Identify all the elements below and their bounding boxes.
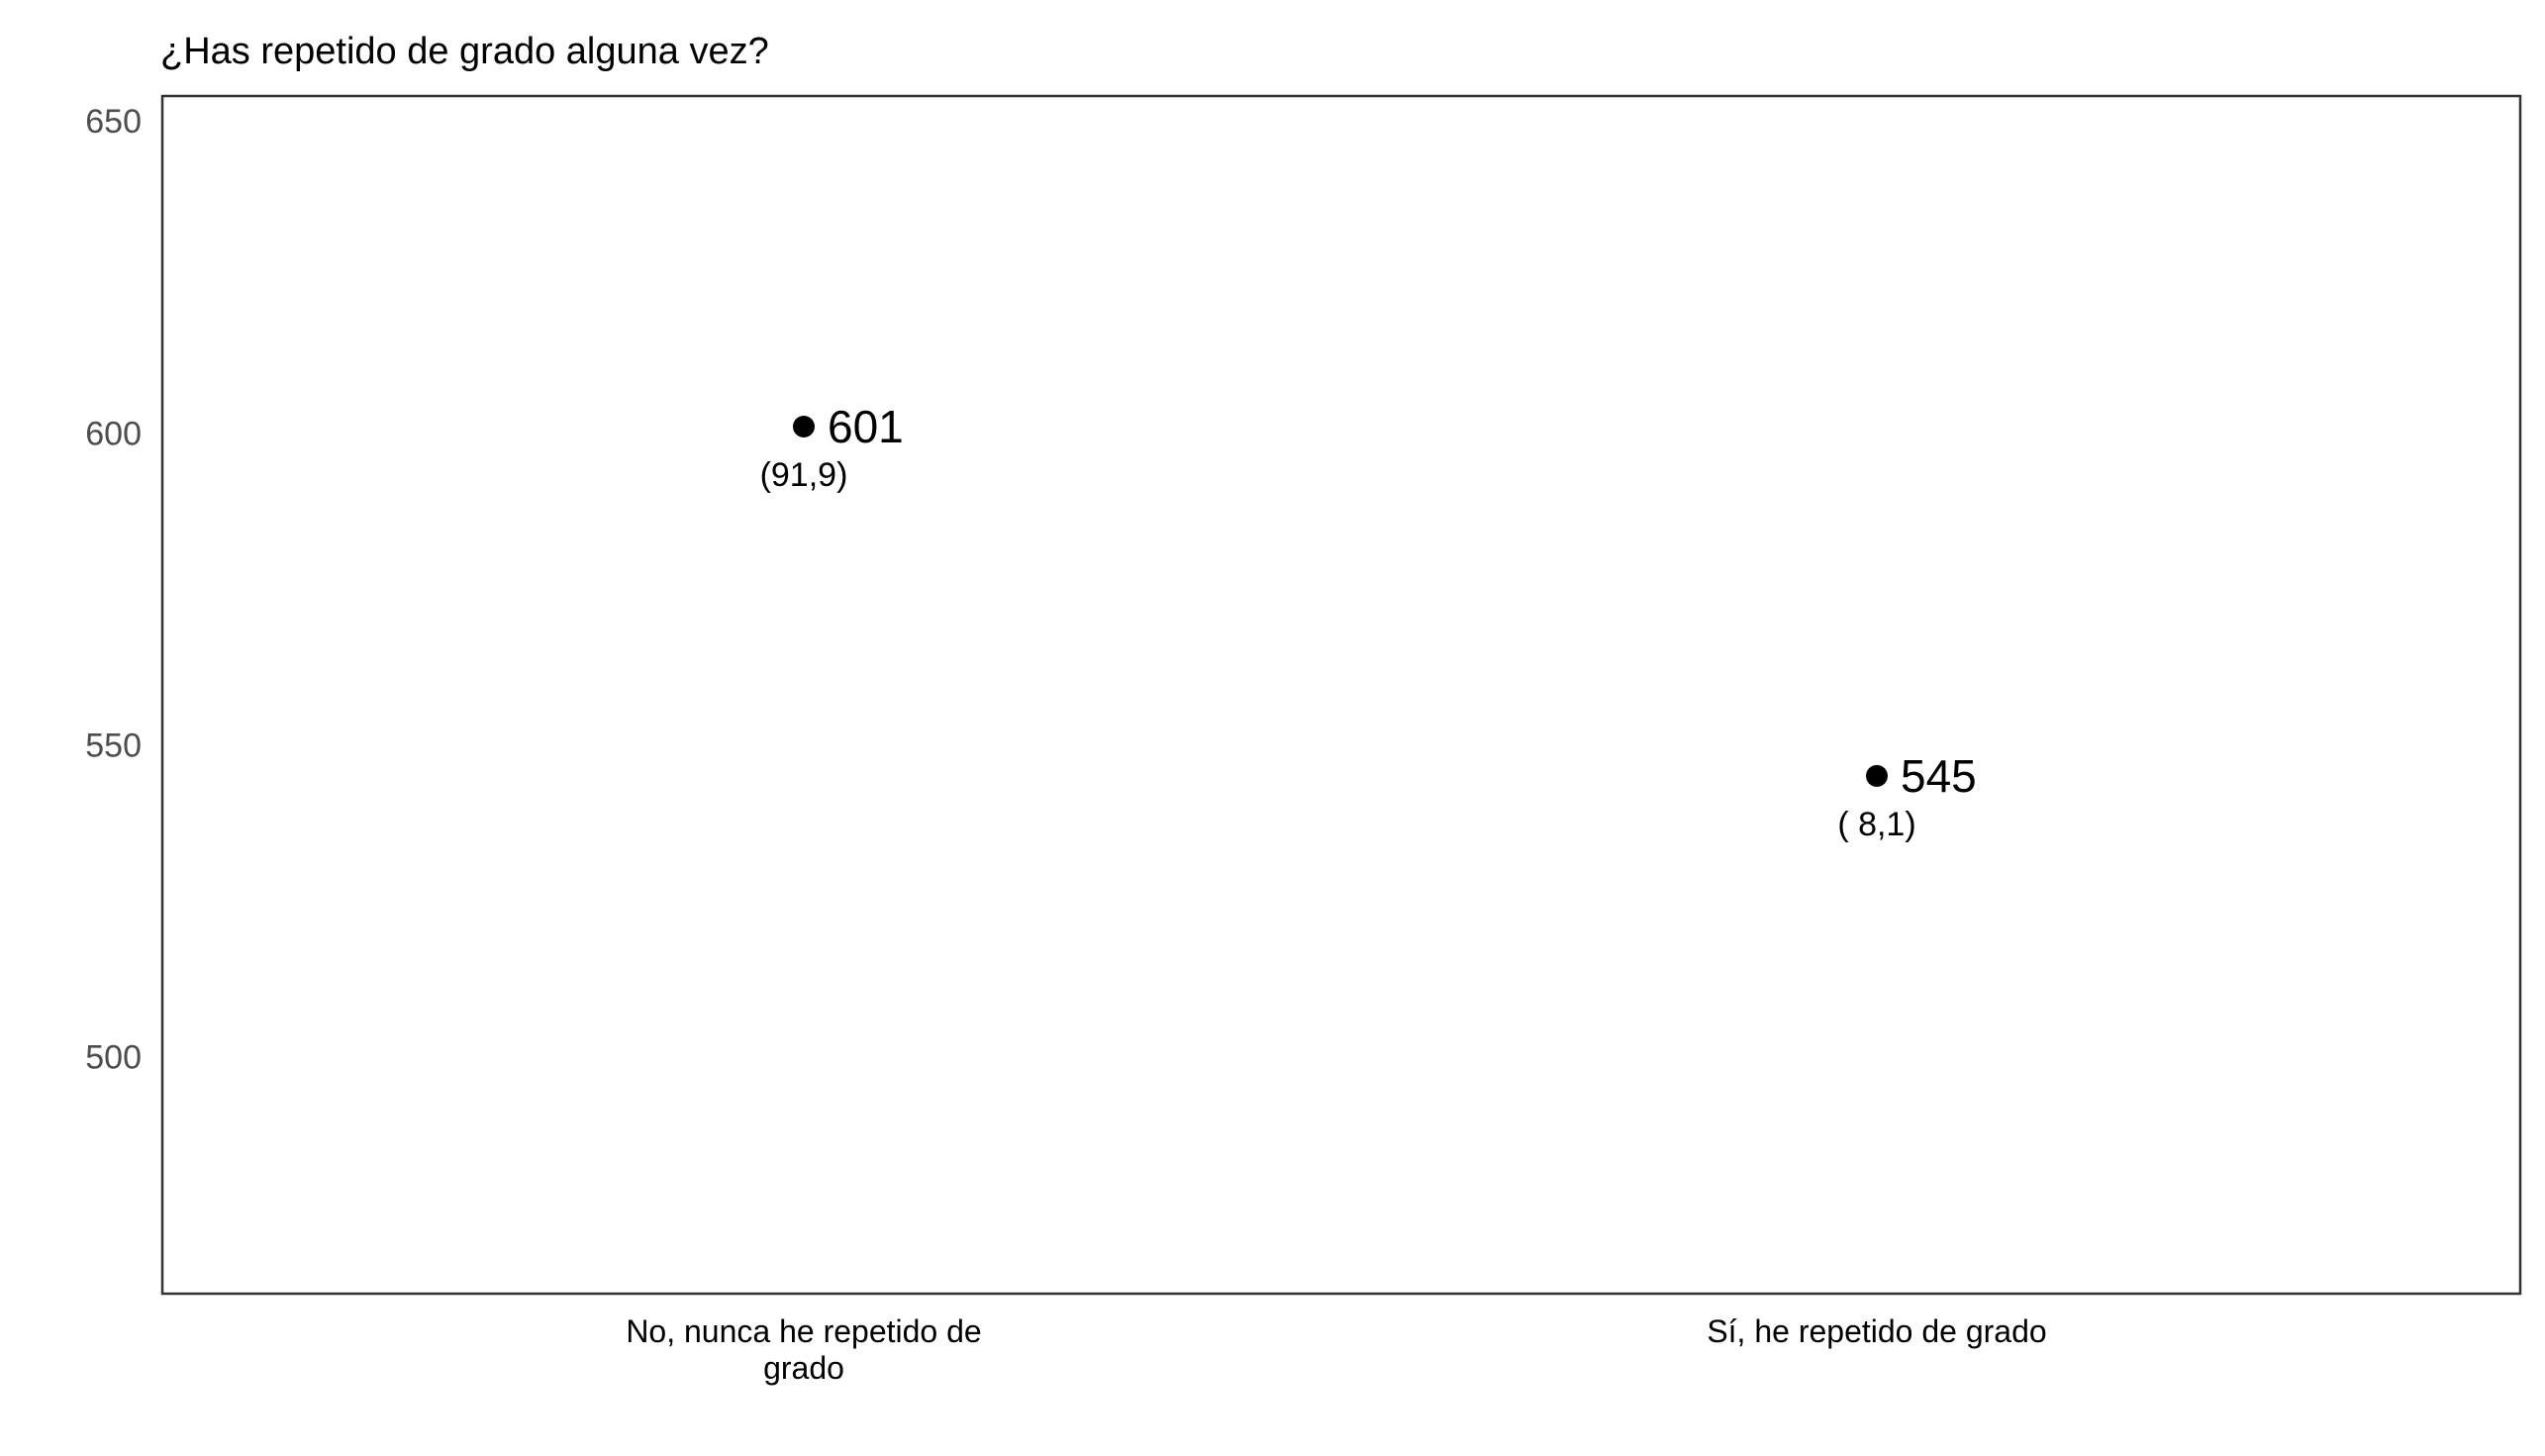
percent-label: ( 8,1) bbox=[1837, 806, 1915, 843]
y-tick-label: 600 bbox=[85, 415, 142, 452]
y-tick-label: 650 bbox=[85, 103, 142, 141]
y-tick-label: 550 bbox=[85, 727, 142, 764]
y-axis: 500 550 600 650 bbox=[85, 103, 142, 1076]
x-tick-label: No, nunca he repetido de bbox=[626, 1313, 981, 1349]
data-point bbox=[1866, 764, 1888, 787]
data-points: 601 (91,9) 545 ( 8,1) bbox=[760, 401, 1977, 843]
value-label: 601 bbox=[828, 401, 904, 452]
value-label: 545 bbox=[1901, 750, 1977, 802]
plot-frame bbox=[160, 94, 2522, 1296]
x-tick-label: grado bbox=[763, 1350, 844, 1386]
data-point bbox=[793, 416, 815, 438]
percent-label: (91,9) bbox=[760, 456, 848, 494]
chart-title: ¿Has repetido de grado alguna vez? bbox=[160, 31, 769, 72]
y-tick-label: 500 bbox=[85, 1039, 142, 1077]
x-tick-label: Sí, he repetido de grado bbox=[1707, 1313, 2046, 1349]
